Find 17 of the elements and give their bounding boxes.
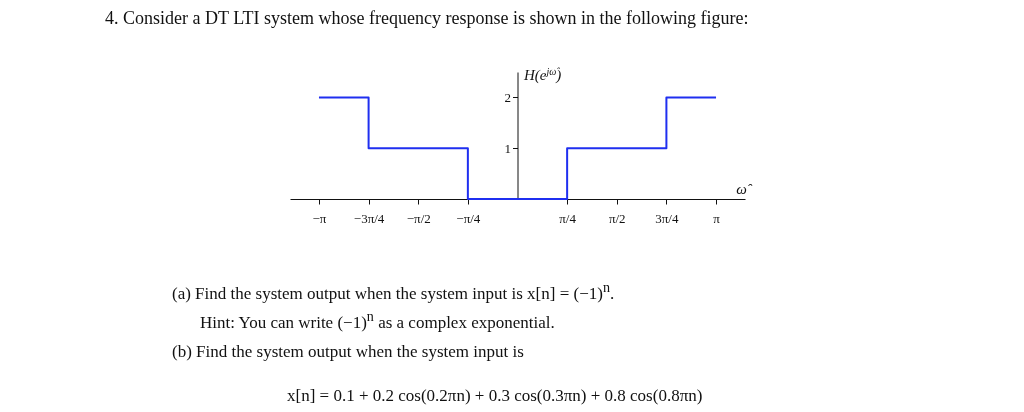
text: x[n] = 0.1 + 0.2 cos(0.2πn) + 0.3 cos(0.3πn) + 0.8 cos(0.8πn) [287,385,703,408]
x-tick-label: −π/2 [406,210,431,226]
x-tick-label: −π/4 [456,210,481,226]
x-tick-label: −π [312,210,327,226]
x-tick-label: −3π/4 [353,210,385,226]
y-axis-title: H(e$^{jω̂}$) [523,65,562,84]
x-tick-label: π [713,210,721,226]
text: Hint: You can write (−1)$^{n}$ as a complex exponential. [200,306,556,334]
text: (b) Find the system output when the system input is [172,341,525,364]
x-tick-label: 3π/4 [655,210,679,226]
x-tick-label: π/2 [608,210,626,226]
y-tick-label: 1 [504,140,511,156]
chart-title: 4. Consider a DT LTI system whose frequency response is shown in the following figure: [105,8,749,29]
text: (a) Find the system output when the system input is x[n] = (−1)$^{n}$. [172,278,616,305]
x-tick-label: π/4 [559,210,577,226]
y-tick-label: 2 [504,89,511,105]
x-axis-title: ω̂ [736,180,753,197]
